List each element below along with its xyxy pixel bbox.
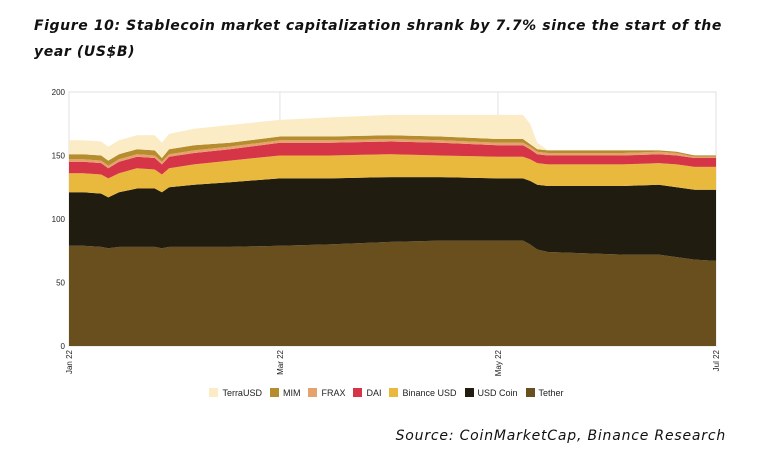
area-tether bbox=[69, 240, 716, 346]
area-terrausd bbox=[69, 114, 716, 161]
area-dai bbox=[69, 141, 716, 179]
x-tick-label: Jul 22 bbox=[712, 349, 721, 371]
legend-item-terrausd: TerraUSD bbox=[209, 388, 262, 398]
figure-title: Figure 10: Stablecoin market capitalizat… bbox=[34, 18, 722, 60]
legend-swatch bbox=[525, 388, 535, 397]
legend-swatch bbox=[209, 388, 219, 397]
legend-label: USD Coin bbox=[477, 388, 518, 398]
legend-item-frax: FRAX bbox=[308, 388, 345, 398]
legend-item-binance-usd: Binance USD bbox=[389, 388, 457, 398]
y-tick-label: 50 bbox=[56, 279, 65, 288]
legend-label: Tether bbox=[538, 388, 564, 398]
y-tick-label: 150 bbox=[52, 152, 66, 161]
area-mim bbox=[69, 135, 716, 166]
legend-label: FRAX bbox=[321, 388, 346, 398]
legend-swatch bbox=[464, 388, 474, 397]
legend-item-dai: DAI bbox=[353, 388, 381, 398]
axes: 0 50 100 150 200 Jan 22 Mar 22 May 22 Jul 22 bbox=[52, 88, 721, 376]
legend-label: DAI bbox=[366, 388, 382, 398]
y-tick-label: 200 bbox=[52, 88, 66, 97]
source-note: Source: CoinMarketCap, Binance Research bbox=[395, 428, 726, 444]
y-tick-label: 0 bbox=[61, 342, 66, 351]
x-tick-label: Jan 22 bbox=[65, 349, 74, 374]
area-series bbox=[69, 114, 716, 346]
area-binance-usd bbox=[69, 154, 716, 198]
legend-label: Binance USD bbox=[402, 388, 457, 398]
legend-item-mim: MIM bbox=[269, 388, 301, 398]
legend-item-tether: Tether bbox=[525, 388, 564, 398]
legend: TerraUSD MIM FRAX DAI Binance USD USD Coin Tet… bbox=[0, 388, 773, 398]
legend-label: MIM bbox=[282, 388, 301, 398]
legend-label: TerraUSD bbox=[222, 388, 262, 398]
legend-swatch bbox=[389, 388, 399, 397]
legend-swatch bbox=[353, 388, 363, 397]
legend-swatch bbox=[308, 388, 318, 397]
x-tick-label: Mar 22 bbox=[276, 349, 285, 374]
y-tick-label: 100 bbox=[52, 215, 66, 224]
area-frax bbox=[69, 139, 716, 169]
area-usd-coin bbox=[69, 177, 716, 261]
x-tick-label: May 22 bbox=[494, 349, 503, 376]
legend-item-usd-coin: USD Coin bbox=[464, 388, 518, 398]
legend-swatch bbox=[269, 388, 279, 397]
